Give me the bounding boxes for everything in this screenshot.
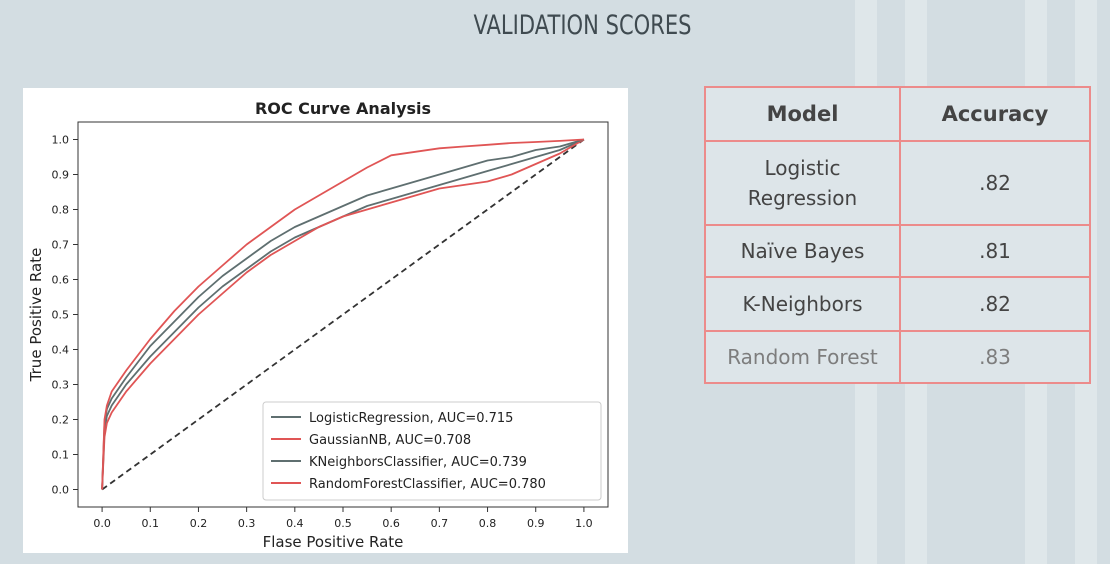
roc-chart: ROC Curve Analysis 0.0 0.1 0.2 0.3 0.4 0.5 0.6 0… xyxy=(27,99,609,551)
legend-entry-1: GaussianNB, AUC=0.708 xyxy=(309,433,471,448)
y-axis-label: True Positive Rate xyxy=(27,248,45,383)
column-header-accuracy: Accuracy xyxy=(899,86,1091,142)
model-name-cell: Logistic Regression xyxy=(704,140,901,226)
accuracy-cell: .82 xyxy=(899,140,1091,226)
table-header-row: Model Accuracy xyxy=(704,86,1091,142)
x-tick-label: 0.7 xyxy=(431,517,449,530)
y-tick-label: 0.9 xyxy=(52,169,70,182)
x-tick-label: 0.8 xyxy=(479,517,497,530)
x-tick-label: 0.6 xyxy=(382,517,400,530)
x-tick-label: 0.2 xyxy=(190,517,208,530)
roc-chart-panel: ROC Curve Analysis 0.0 0.1 0.2 0.3 0.4 0.5 0.6 0… xyxy=(23,88,628,553)
chart-title: ROC Curve Analysis xyxy=(255,99,431,118)
roc-curve-series-2 xyxy=(101,138,585,490)
x-tick-label: 0.3 xyxy=(238,517,256,530)
accuracy-table: Model Accuracy Logistic Regression .82 N… xyxy=(704,86,1091,384)
roc-curve-series-0 xyxy=(101,138,585,490)
x-tick-label: 0.5 xyxy=(334,517,352,530)
x-tick-label: 0.1 xyxy=(142,517,160,530)
y-tick-label: 0.3 xyxy=(52,379,70,392)
x-tick-label: 0.0 xyxy=(93,517,111,530)
legend-entry-3: RandomForestClassifier, AUC=0.780 xyxy=(309,477,546,492)
y-tick-label: 1.0 xyxy=(52,134,70,147)
table-row: K-Neighbors .82 xyxy=(704,276,1091,332)
y-tick-label: 0.2 xyxy=(52,414,70,427)
x-tick-label: 0.4 xyxy=(286,517,304,530)
y-tick-label: 0.8 xyxy=(52,204,70,217)
legend-box xyxy=(262,401,602,501)
table-row: Random Forest .83 xyxy=(704,330,1091,384)
y-tick-label: 0.7 xyxy=(52,239,70,252)
y-tick-label: 0.1 xyxy=(52,449,70,462)
roc-curve-series-3 xyxy=(101,138,584,490)
x-tick-label: 1.0 xyxy=(575,517,593,530)
table-row: Naïve Bayes .81 xyxy=(704,224,1091,278)
accuracy-cell: .83 xyxy=(899,330,1091,384)
column-header-model: Model xyxy=(704,86,901,142)
accuracy-cell: .81 xyxy=(899,224,1091,278)
page-title: VALIDATION SCORES xyxy=(473,10,692,41)
legend-entry-2: KNeighborsClassifier, AUC=0.739 xyxy=(309,455,527,470)
model-name-cell: Random Forest xyxy=(704,330,901,384)
model-name-cell: Naïve Bayes xyxy=(704,224,901,278)
table-row: Logistic Regression .82 xyxy=(704,140,1091,226)
x-tick-label: 0.9 xyxy=(527,517,545,530)
y-tick-label: 0.0 xyxy=(52,484,70,497)
x-axis-label: Flase Positive Rate xyxy=(263,533,404,551)
legend-entry-0: LogisticRegression, AUC=0.715 xyxy=(309,411,513,426)
y-tick-label: 0.4 xyxy=(52,344,70,357)
model-name-cell: K-Neighbors xyxy=(704,276,901,332)
accuracy-cell: .82 xyxy=(899,276,1091,332)
y-tick-label: 0.6 xyxy=(52,274,70,287)
y-tick-label: 0.5 xyxy=(52,309,70,322)
roc-curve-series-1 xyxy=(101,138,585,490)
